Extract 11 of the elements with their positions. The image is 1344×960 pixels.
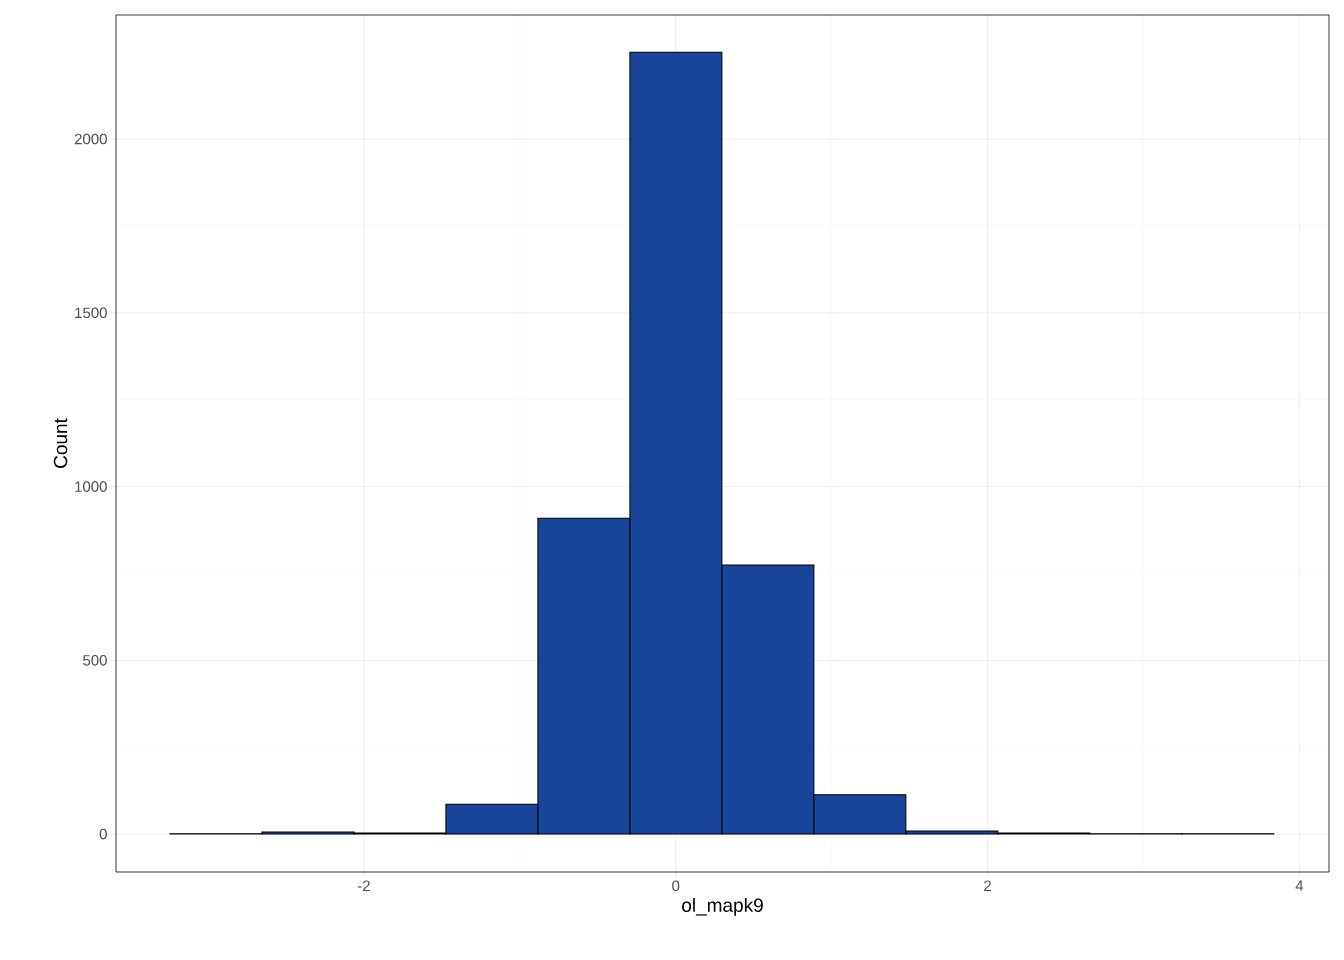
y-tick-label: 500 (83, 655, 107, 666)
y-tick-label: 1000 (75, 481, 107, 492)
x-tick-label: 2 (984, 880, 991, 891)
x-tick-label: 0 (672, 880, 680, 892)
y-tick-label: 0 (99, 828, 107, 840)
y-tick-label: 1500 (75, 307, 107, 319)
x-tick-label: 4 (1295, 880, 1304, 891)
x-tick-label: -2 (357, 880, 370, 891)
x-axis-title: ol_mapk9 (682, 898, 763, 916)
y-tick-label: 2000 (74, 133, 107, 145)
y-axis-title: Count (53, 418, 68, 468)
